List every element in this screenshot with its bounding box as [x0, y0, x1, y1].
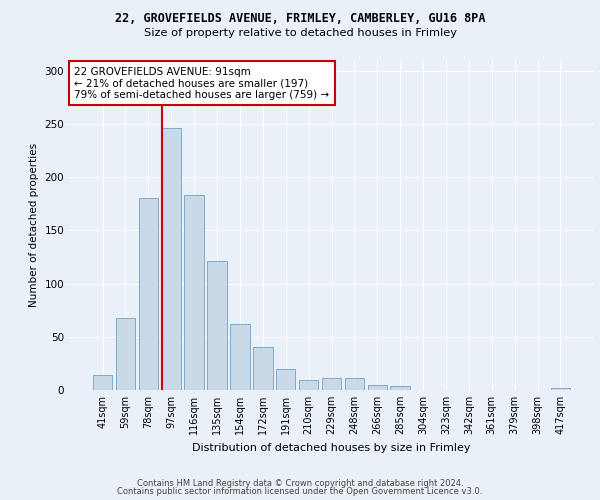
X-axis label: Distribution of detached houses by size in Frimley: Distribution of detached houses by size … [192, 442, 471, 452]
Bar [116, 318, 135, 390]
Text: Contains HM Land Registry data © Crown copyright and database right 2024.: Contains HM Land Registry data © Crown c… [137, 478, 463, 488]
Bar [139, 198, 158, 390]
Bar [344, 378, 364, 390]
Bar [299, 380, 319, 390]
Text: Contains public sector information licensed under the Open Government Licence v3: Contains public sector information licen… [118, 487, 482, 496]
Text: 22, GROVEFIELDS AVENUE, FRIMLEY, CAMBERLEY, GU16 8PA: 22, GROVEFIELDS AVENUE, FRIMLEY, CAMBERL… [115, 12, 485, 26]
Y-axis label: Number of detached properties: Number of detached properties [29, 143, 39, 307]
Bar [276, 368, 295, 390]
Bar [184, 195, 204, 390]
Bar [208, 261, 227, 390]
Bar [368, 384, 387, 390]
Text: Size of property relative to detached houses in Frimley: Size of property relative to detached ho… [143, 28, 457, 38]
Bar [230, 324, 250, 390]
Bar [551, 388, 570, 390]
Bar [391, 386, 410, 390]
Text: 22 GROVEFIELDS AVENUE: 91sqm
← 21% of detached houses are smaller (197)
79% of s: 22 GROVEFIELDS AVENUE: 91sqm ← 21% of de… [74, 66, 329, 100]
Bar [93, 375, 112, 390]
Bar [161, 128, 181, 390]
Bar [253, 348, 272, 390]
Bar [322, 378, 341, 390]
